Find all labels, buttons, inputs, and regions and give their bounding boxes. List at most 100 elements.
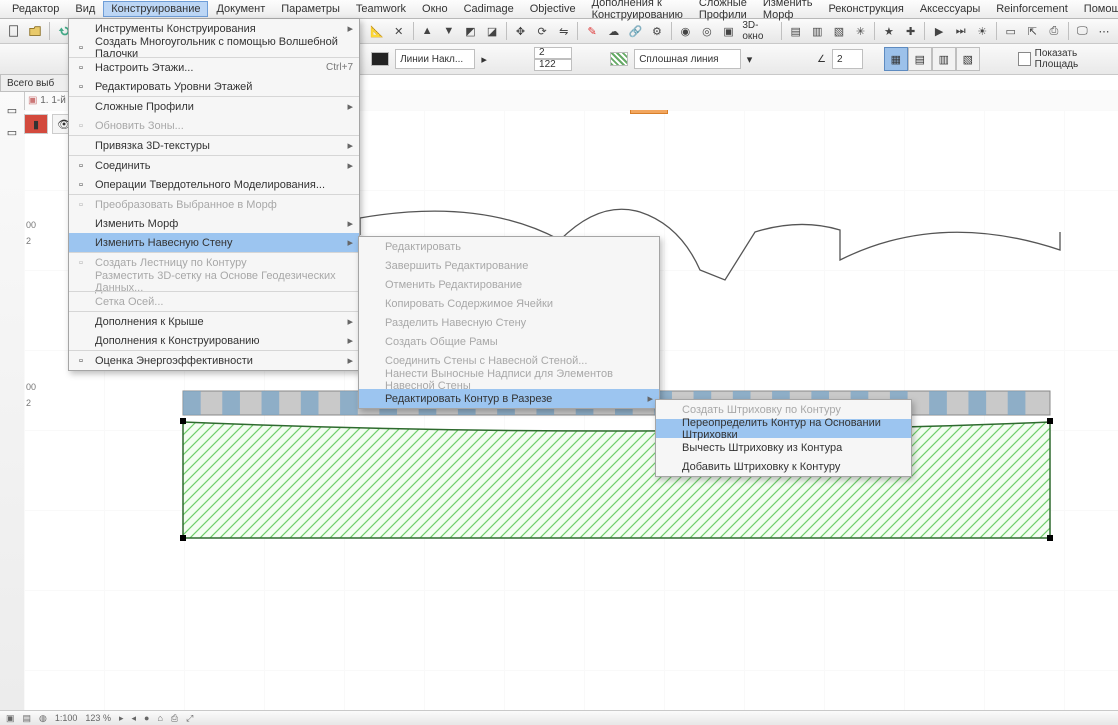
menu-item-label: Соединить bbox=[95, 160, 151, 172]
show-area-checkbox[interactable]: Показать Площадь bbox=[1018, 48, 1112, 70]
menu-помощь[interactable]: Помощь bbox=[1076, 1, 1118, 17]
menu-item[interactable]: ▫Соединить▸ bbox=[69, 155, 359, 175]
link-icon[interactable]: 🔗 bbox=[626, 20, 646, 42]
menu-item-label: Разделить Навесную Стену bbox=[385, 317, 526, 329]
cube-icon[interactable]: ▣ bbox=[719, 20, 739, 42]
num-c[interactable]: 2 bbox=[832, 49, 863, 69]
selection-tab[interactable]: Всего выб bbox=[0, 74, 78, 92]
move-icon[interactable]: ✥ bbox=[511, 20, 531, 42]
compass-icon[interactable]: ✳ bbox=[851, 20, 871, 42]
next-icon[interactable]: ⏭ bbox=[951, 20, 971, 42]
seg-4[interactable]: ▧ bbox=[956, 47, 980, 71]
gear-icon[interactable]: ⚙ bbox=[647, 20, 667, 42]
menu-вид[interactable]: Вид bbox=[67, 1, 103, 17]
vis-red[interactable]: ▮ bbox=[24, 114, 48, 134]
menu-item[interactable]: Переопределить Контур на Основании Штрих… bbox=[656, 419, 911, 438]
menu-item[interactable]: ▫Настроить Этажи...Ctrl+7 bbox=[69, 57, 359, 77]
menu-item[interactable]: Сложные Профили▸ bbox=[69, 96, 359, 116]
menu-конструирование[interactable]: Конструирование bbox=[103, 1, 208, 17]
seg-2[interactable]: ▤ bbox=[908, 47, 932, 71]
seg-3[interactable]: ▥ bbox=[932, 47, 956, 71]
pencil-icon[interactable]: ✎ bbox=[582, 20, 602, 42]
menu-item[interactable]: ▫Операции Твердотельного Моделирования..… bbox=[69, 175, 359, 194]
3d-label: 3D-окно bbox=[740, 20, 777, 42]
linetype-field[interactable]: Сплошная линия bbox=[634, 49, 741, 69]
linestyle-field[interactable]: Линии Накл... bbox=[395, 49, 475, 69]
energy-icon: ▫ bbox=[73, 353, 89, 369]
menu-item[interactable]: Редактировать Контур в Разрезе▸ bbox=[359, 389, 659, 408]
print-icon[interactable]: ⎙ bbox=[1044, 20, 1064, 42]
export-icon[interactable]: ⇱ bbox=[1023, 20, 1043, 42]
hatch-swatch[interactable] bbox=[610, 52, 628, 66]
menu-item[interactable]: ▫Редактировать Уровни Этажей bbox=[69, 77, 359, 96]
menu-item: Создать Общие Рамы bbox=[359, 332, 659, 351]
menu-item-label: Вычесть Штриховку из Контура bbox=[682, 442, 842, 454]
menu-item-label: Сложные Профили bbox=[95, 101, 194, 113]
num-a[interactable]: 2 bbox=[534, 47, 572, 59]
mirror-icon[interactable]: ⇋ bbox=[554, 20, 574, 42]
ruler-icon[interactable]: 📐 bbox=[367, 20, 387, 42]
menu-item[interactable]: Добавить Штриховку к Контуру bbox=[656, 457, 911, 476]
cloud-icon[interactable]: ☁ bbox=[604, 20, 624, 42]
menu-item-label: Отменить Редактирование bbox=[385, 279, 522, 291]
sun-icon[interactable]: ☀ bbox=[972, 20, 992, 42]
menu-item[interactable]: Вычесть Штриховку из Контура bbox=[656, 438, 911, 457]
menu-objective[interactable]: Objective bbox=[522, 1, 584, 17]
plus-icon[interactable]: ✚ bbox=[901, 20, 921, 42]
seg-1[interactable]: ▦ bbox=[884, 47, 908, 71]
new-icon[interactable] bbox=[4, 20, 24, 42]
menu-cadimage[interactable]: Cadimage bbox=[456, 1, 522, 17]
contour-submenu: Создать Штриховку по КонтуруПереопредели… bbox=[655, 399, 912, 477]
submenu-arrow-icon: ▸ bbox=[347, 159, 353, 172]
menu-редактор[interactable]: Редактор bbox=[4, 1, 67, 17]
menu-item: Отменить Редактирование bbox=[359, 275, 659, 294]
menu-окно[interactable]: Окно bbox=[414, 1, 456, 17]
menu-item-label: Сетка Осей... bbox=[95, 296, 163, 308]
menu-item: ▫Обновить Зоны... bbox=[69, 116, 359, 135]
submenu-arrow-icon: ▸ bbox=[347, 315, 353, 328]
star-icon[interactable]: ★ bbox=[879, 20, 899, 42]
menu-item: Копировать Содержимое Ячейки bbox=[359, 294, 659, 313]
tr-icon[interactable]: ◪ bbox=[482, 20, 502, 42]
menu-item-label: Операции Твердотельного Моделирования... bbox=[95, 179, 325, 191]
wall-section: × bbox=[180, 388, 1060, 548]
menu-reinforcement[interactable]: Reinforcement bbox=[988, 1, 1076, 17]
open-icon[interactable] bbox=[26, 20, 46, 42]
menu-параметры[interactable]: Параметры bbox=[273, 1, 348, 17]
rotate-icon[interactable]: ⟳ bbox=[532, 20, 552, 42]
cam3-icon[interactable]: ▧ bbox=[829, 20, 849, 42]
tool-a-icon[interactable]: ✕ bbox=[389, 20, 409, 42]
menu-item[interactable]: ▫Оценка Энергоэффективности▸ bbox=[69, 350, 359, 370]
menu-документ[interactable]: Документ bbox=[208, 1, 273, 17]
menu-item[interactable]: Дополнения к Крыше▸ bbox=[69, 311, 359, 331]
left-ic-2[interactable]: ▭ bbox=[2, 122, 22, 142]
cam2-icon[interactable]: ▥ bbox=[808, 20, 828, 42]
doc-icon[interactable]: ▭ bbox=[1001, 20, 1021, 42]
tl-icon[interactable]: ◩ bbox=[461, 20, 481, 42]
menu-реконструкция[interactable]: Реконструкция bbox=[820, 1, 911, 17]
display-mode-seg: ▦ ▤ ▥ ▧ bbox=[884, 47, 980, 71]
line-swatch[interactable] bbox=[371, 52, 389, 66]
menu-item: Редактировать bbox=[359, 237, 659, 256]
circle1-icon[interactable]: ◉ bbox=[676, 20, 696, 42]
menu-item[interactable]: Привязка 3D-текстуры▸ bbox=[69, 135, 359, 155]
submenu-arrow-icon: ▸ bbox=[347, 22, 353, 35]
menu-item[interactable]: Изменить Морф▸ bbox=[69, 214, 359, 233]
menu-item: Завершить Редактирование bbox=[359, 256, 659, 275]
menu-teamwork[interactable]: Teamwork bbox=[348, 1, 414, 17]
num-b[interactable]: 122 bbox=[534, 59, 572, 71]
screen-icon[interactable]: 🖵 bbox=[1073, 20, 1093, 42]
arrow-up-icon[interactable]: ▲ bbox=[417, 20, 437, 42]
menu-item[interactable]: Дополнения к Конструированию▸ bbox=[69, 331, 359, 350]
menu-аксессуары[interactable]: Аксессуары bbox=[912, 1, 988, 17]
left-ic-1[interactable]: ▭ bbox=[2, 100, 22, 120]
arrow-down-icon[interactable]: ▼ bbox=[439, 20, 459, 42]
play-icon[interactable]: ▶ bbox=[929, 20, 949, 42]
menu-item[interactable]: ▫Создать Многоугольник с помощью Волшебн… bbox=[69, 38, 359, 57]
more-icon[interactable]: ⋯ bbox=[1094, 20, 1114, 42]
menu-item[interactable]: Изменить Навесную Стену▸ bbox=[69, 233, 359, 252]
cam1-icon[interactable]: ▤ bbox=[786, 20, 806, 42]
circle2-icon[interactable]: ◎ bbox=[697, 20, 717, 42]
menu-item-label: Оценка Энергоэффективности bbox=[95, 355, 253, 367]
menu-item-label: Изменить Навесную Стену bbox=[95, 237, 233, 249]
